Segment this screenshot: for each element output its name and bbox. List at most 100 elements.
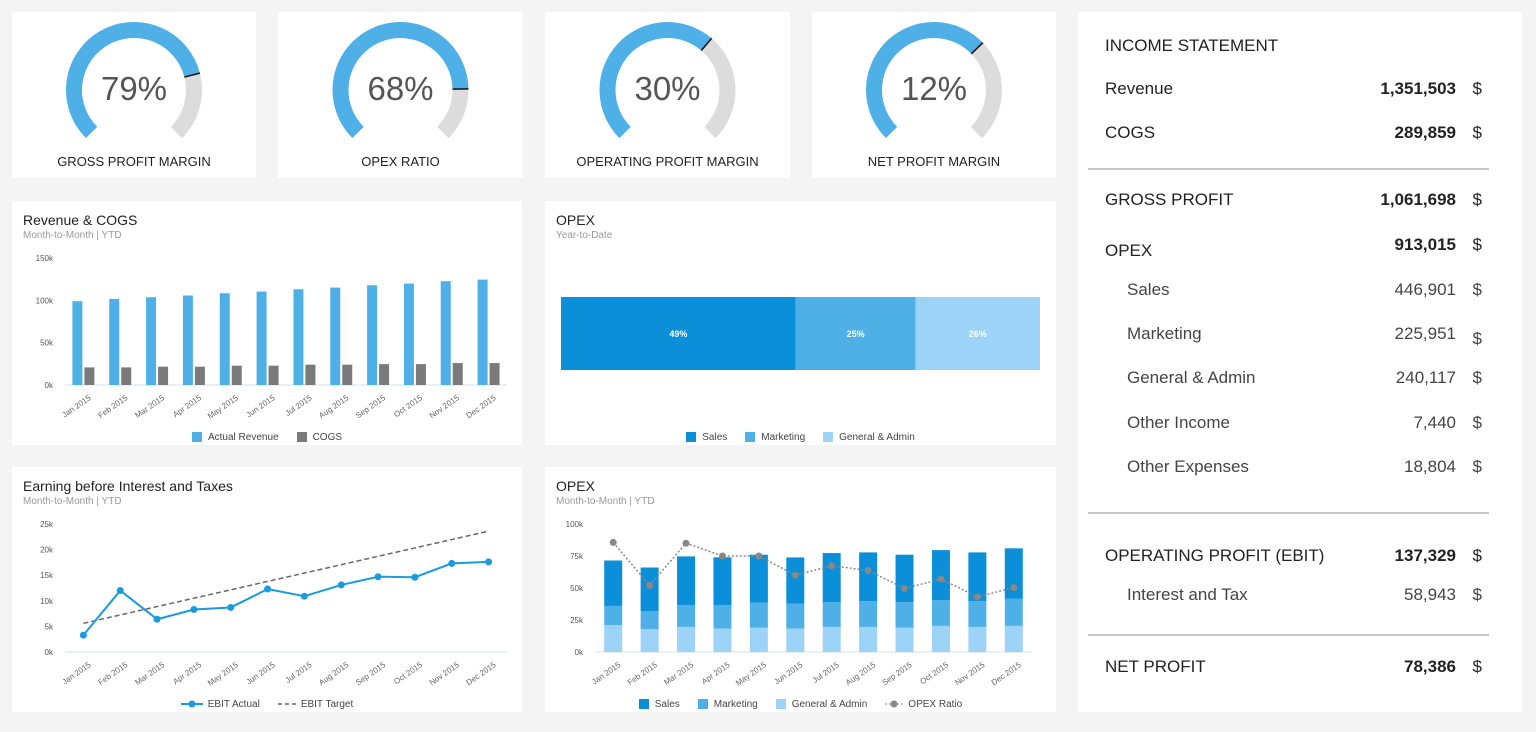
cogs-bar (158, 366, 169, 385)
opex-ratio-point (791, 571, 799, 579)
marketing-bar (604, 605, 623, 626)
opex-ytd-chart: 49% 25% 26% (561, 297, 1040, 370)
opex-ratio-point (973, 593, 981, 601)
opex-ratio-point (718, 552, 726, 560)
legend-opex-ratio[interactable]: OPEX Ratio (885, 699, 962, 710)
opex-ratio-point (864, 566, 872, 574)
gauge-opex-ratio (332, 22, 469, 139)
ebit-actual-point (190, 606, 198, 614)
chart-subtitle: Month-to-Month | YTD (23, 230, 122, 241)
chart-title: Earning before Interest and Taxes (23, 478, 233, 494)
legend-general-admin[interactable]: General & Admin (775, 699, 867, 710)
x-tick-label: Oct 2015 (392, 393, 424, 419)
chart-subtitle: Month-to-Month | YTD (556, 496, 655, 507)
row-interest-tax: Interest and Tax 58,943 $ (1127, 585, 1482, 604)
row-opex: OPEX 913,015 $ (1105, 235, 1482, 260)
y-tick-label: 5k (45, 622, 54, 631)
segment-label: 49% (669, 329, 687, 339)
legend-sales[interactable]: Sales (638, 699, 680, 710)
ebit-actual-point (448, 559, 456, 567)
ga-bar (749, 627, 768, 652)
x-tick-label: Jun 2015 (772, 660, 805, 687)
chart-title: OPEX (556, 212, 595, 228)
gauge-fill (866, 22, 983, 139)
x-tick-label: Aug 2015 (317, 660, 351, 687)
legend-ebit-target[interactable]: EBIT Target (277, 698, 354, 710)
y-tick-label: 75k (570, 552, 584, 561)
chart-legend: Sales Marketing General & Admin OPEX Rat… (545, 696, 1056, 712)
gauge-label: GROSS PROFIT MARGIN (57, 154, 211, 169)
x-tick-label: Aug 2015 (317, 393, 351, 420)
row-gross-profit: GROSS PROFIT 1,061,698 $ (1105, 190, 1482, 209)
y-tick-label: 50k (40, 339, 54, 348)
row-cogs: COGS 289,859 $ (1105, 123, 1482, 142)
ga-bar (859, 626, 878, 652)
y-tick-label: 0k (575, 648, 584, 657)
x-tick-label: Jan 2015 (590, 660, 623, 687)
cogs-bar (194, 366, 205, 385)
y-tick-label: 15k (40, 571, 54, 580)
marketing-bar (895, 602, 914, 628)
ebit-actual-point (485, 558, 493, 566)
sales-bar (786, 557, 805, 604)
ga-bar (713, 628, 732, 652)
sales-bar (713, 557, 732, 606)
revenue-bar (109, 298, 120, 385)
sales-bar (968, 552, 987, 602)
y-tick-label: 10k (40, 597, 54, 606)
revenue-bar (440, 281, 451, 385)
opex-ratio-point (828, 562, 836, 570)
ebit-actual-point (153, 615, 161, 623)
gauge-label: OPERATING PROFIT MARGIN (576, 154, 759, 169)
ebit-actual-point (227, 603, 235, 611)
revenue-cogs-card: Revenue & COGS Month-to-Month | YTD 0k 50… (12, 201, 522, 445)
x-tick-label: Mar 2015 (133, 393, 166, 420)
revenue-cogs-chart: 0k 50k 100k 150k Jan 2015 Feb 2015 Mar 2015 Apr… (36, 254, 507, 421)
chart-legend: EBIT Actual EBIT Target (12, 696, 522, 712)
gauge-fill (66, 22, 200, 139)
y-tick-label: 0k (45, 381, 54, 390)
revenue-bar (256, 291, 267, 385)
revenue-bar (146, 297, 157, 385)
gauge-fill (599, 22, 712, 139)
legend-marketing[interactable]: Marketing (745, 432, 805, 443)
ga-bar (931, 625, 950, 652)
sales-bar (859, 552, 878, 602)
opex-ratio-point (937, 575, 945, 583)
opex-ratio-point (646, 581, 654, 589)
ga-bar (677, 626, 696, 652)
chart-subtitle: Year-to-Date (556, 230, 613, 241)
gauge-operating-profit-margin (599, 22, 736, 139)
legend-cogs[interactable]: COGS (296, 432, 342, 443)
ebit-actual-point (79, 631, 87, 639)
cogs-bar (84, 367, 95, 385)
cogs-bar (342, 364, 353, 385)
sales-bar (822, 553, 841, 603)
row-revenue: Revenue 1,351,503 $ (1105, 79, 1482, 98)
cogs-bar (231, 365, 242, 385)
x-tick-label: Dec 2015 (990, 660, 1024, 687)
ga-bar (1004, 625, 1023, 652)
x-tick-label: Oct 2015 (392, 660, 424, 686)
x-tick-label: Sep 2015 (354, 660, 388, 687)
y-tick-label: 100k (566, 520, 584, 529)
x-tick-label: Apr 2015 (171, 393, 203, 419)
gauge-track (970, 42, 1002, 139)
x-tick-label: Jan 2015 (60, 660, 93, 687)
opex-monthly-card: OPEX Month-to-Month | YTD 0k 25k 50k 75k 100… (545, 467, 1056, 712)
legend-marketing[interactable]: Marketing (697, 699, 758, 710)
ga-bar (968, 626, 987, 652)
ebit-actual-point (337, 581, 345, 589)
gauge-value: 12% (900, 70, 968, 107)
marketing-bar (640, 611, 659, 630)
x-tick-label: Sep 2015 (354, 393, 388, 420)
x-tick-label: Oct 2015 (918, 660, 950, 686)
legend-general-admin[interactable]: General & Admin (823, 432, 915, 443)
row-operating-profit: OPERATING PROFIT (EBIT) 137,329 $ (1105, 546, 1482, 565)
legend-sales[interactable]: Sales (686, 432, 727, 443)
legend-actual-revenue[interactable]: Actual Revenue (191, 432, 279, 443)
legend-ebit-actual[interactable]: EBIT Actual (180, 699, 260, 710)
opex-ytd-segment (561, 297, 796, 370)
sales-bar (604, 560, 623, 606)
opex-ytd-segment (795, 297, 916, 370)
